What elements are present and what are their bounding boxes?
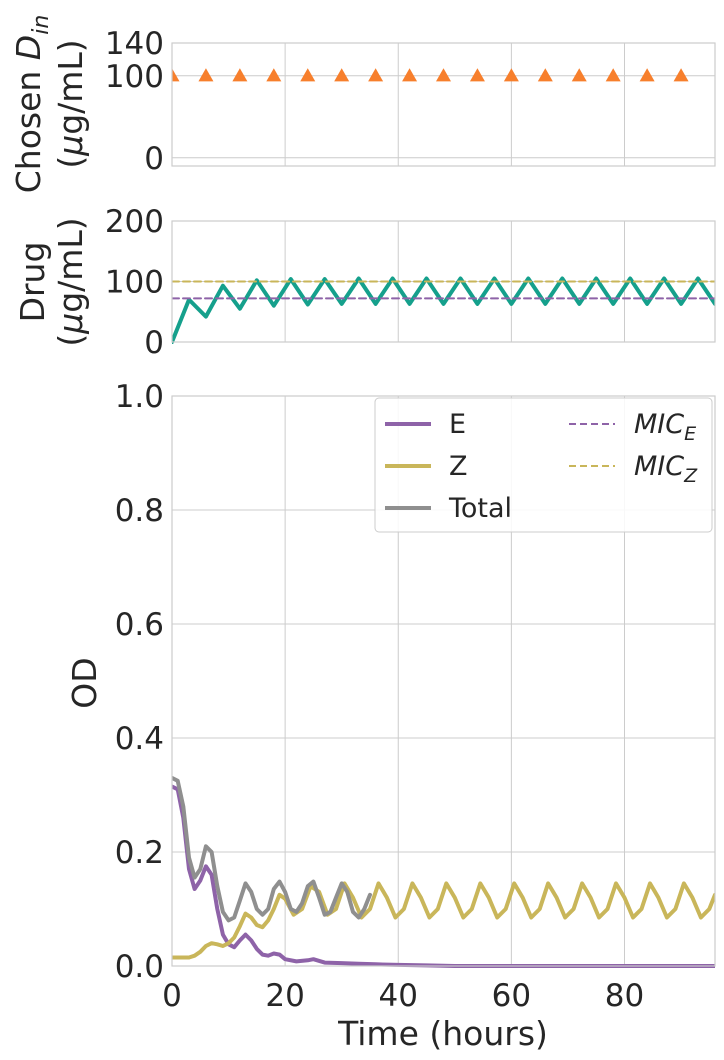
legend-box bbox=[374, 397, 713, 533]
legend-label-total: Total bbox=[448, 493, 512, 524]
od-x-ticks: 0 20 40 60 80 bbox=[162, 978, 644, 1014]
x-tick-label: 60 bbox=[492, 978, 531, 1014]
od-y-label: OD bbox=[65, 657, 104, 708]
legend-label-mic-z: MICZ bbox=[634, 451, 698, 487]
drug-y-label-line2: (μg/mL) bbox=[51, 217, 90, 346]
y-tick-label: 0.6 bbox=[115, 607, 164, 643]
dose-marker bbox=[571, 68, 587, 82]
y-tick-label: 0.0 bbox=[115, 949, 164, 985]
y-tick-label: 0 bbox=[144, 141, 164, 177]
y-tick-label: 1.0 bbox=[115, 379, 164, 415]
drug-y-label-line1: Drug bbox=[13, 242, 52, 323]
dose-marker bbox=[402, 68, 418, 82]
total-series-line bbox=[172, 775, 372, 923]
dose-marker bbox=[469, 68, 485, 82]
y-tick-label: 100 bbox=[105, 59, 164, 95]
dose-marker bbox=[368, 68, 384, 82]
drug-panel: 200 100 0 Drug (μg/mL) bbox=[13, 204, 716, 361]
z-series-line bbox=[172, 881, 715, 960]
dose-marker bbox=[334, 68, 350, 82]
dose-marker bbox=[503, 68, 519, 82]
y-tick-label: 100 bbox=[105, 265, 164, 301]
y-tick-label: 140 bbox=[105, 26, 164, 62]
drug-y-ticks: 200 100 0 bbox=[105, 204, 164, 361]
chosen-dose-y-label-line1: Chosen Din bbox=[9, 15, 54, 194]
chosen-dose-y-label: Chosen Din (μg/mL) bbox=[9, 15, 90, 194]
legend-label-mic-e: MICE bbox=[634, 409, 696, 445]
legend: E Z Total MICE MICZ bbox=[374, 397, 713, 533]
dose-marker bbox=[172, 68, 180, 82]
y-tick-label: 0.8 bbox=[115, 493, 164, 529]
od-panel: 0.0 0.2 0.4 0.6 0.8 1.0 0 20 40 60 80 OD Time (ho… bbox=[65, 379, 716, 1053]
legend-label-e: E bbox=[449, 409, 466, 440]
x-tick-label: 40 bbox=[379, 978, 418, 1014]
dose-marker bbox=[232, 68, 248, 82]
drug-y-label: Drug (μg/mL) bbox=[13, 217, 90, 346]
y-tick-label: 0.4 bbox=[115, 721, 164, 757]
od-x-label: Time (hours) bbox=[337, 1014, 548, 1053]
x-tick-label: 0 bbox=[162, 978, 182, 1014]
dose-marker bbox=[198, 68, 214, 82]
drug-lines bbox=[172, 276, 715, 344]
dose-marker bbox=[300, 68, 316, 82]
e-series-line bbox=[172, 784, 715, 968]
dose-marker bbox=[639, 68, 655, 82]
dose-marker bbox=[673, 68, 689, 82]
dose-marker bbox=[436, 68, 451, 82]
drug-axes-frame bbox=[171, 220, 716, 343]
od-lines bbox=[172, 775, 715, 968]
dose-marker bbox=[537, 68, 553, 82]
y-tick-label: 0 bbox=[144, 325, 164, 361]
drug-series-line bbox=[172, 276, 715, 344]
legend-label-z: Z bbox=[449, 451, 468, 482]
dose-marker bbox=[266, 68, 282, 82]
chosen-dose-grid bbox=[171, 42, 715, 166]
x-tick-label: 20 bbox=[265, 978, 304, 1014]
dose-marker bbox=[605, 68, 621, 82]
y-tick-label: 0.2 bbox=[115, 835, 164, 871]
chosen-dose-y-label-line2: (μg/mL) bbox=[51, 39, 90, 168]
y-tick-label: 200 bbox=[105, 204, 164, 240]
chosen-dose-axes-frame bbox=[171, 42, 716, 167]
x-tick-label: 80 bbox=[605, 978, 644, 1014]
chosen-dose-markers bbox=[172, 68, 689, 82]
od-axes-frame bbox=[171, 395, 716, 967]
od-y-ticks: 0.0 0.2 0.4 0.6 0.8 1.0 bbox=[115, 379, 164, 985]
